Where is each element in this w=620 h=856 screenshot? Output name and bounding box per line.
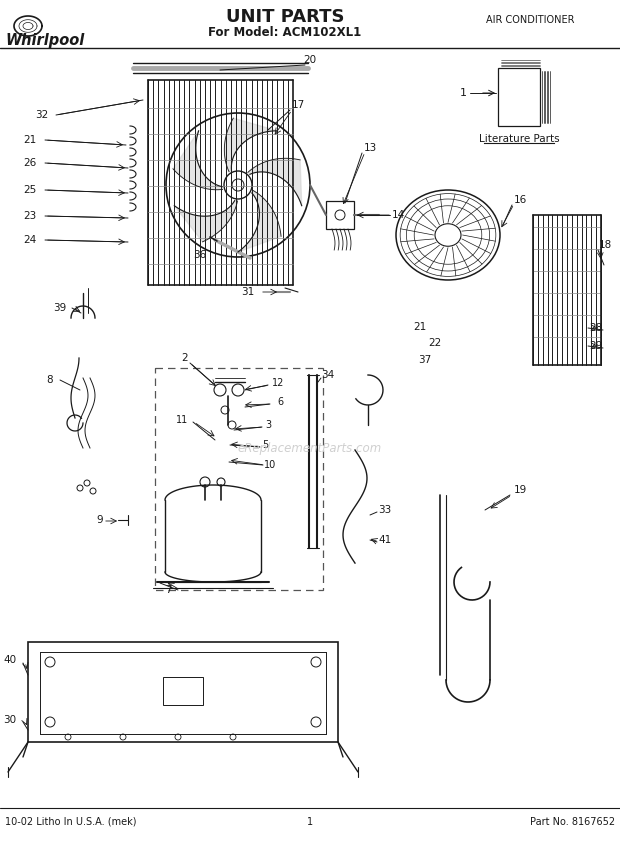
Text: 29: 29: [590, 341, 603, 351]
Text: 31: 31: [241, 287, 255, 297]
Text: Literature Parts: Literature Parts: [479, 134, 559, 144]
Text: 14: 14: [391, 210, 405, 220]
Text: 39: 39: [53, 303, 66, 313]
Text: 2: 2: [182, 353, 188, 363]
Text: 23: 23: [24, 211, 37, 221]
Text: 37: 37: [418, 355, 432, 365]
Text: 11: 11: [176, 415, 188, 425]
Text: 21: 21: [24, 135, 37, 145]
Text: 5: 5: [262, 440, 268, 450]
Text: 33: 33: [378, 505, 392, 515]
Text: 25: 25: [24, 185, 37, 195]
Text: 17: 17: [291, 100, 304, 110]
Text: 8: 8: [46, 375, 53, 385]
Polygon shape: [248, 158, 302, 205]
Text: 21: 21: [414, 322, 427, 332]
Text: 24: 24: [24, 235, 37, 245]
Text: 12: 12: [272, 378, 284, 388]
Text: Part No. 8167652: Part No. 8167652: [530, 817, 615, 827]
Text: 3: 3: [265, 420, 271, 430]
Text: 1: 1: [459, 88, 466, 98]
Text: 7: 7: [165, 585, 171, 595]
Bar: [163, 677, 203, 705]
Text: 41: 41: [378, 535, 392, 545]
Text: 16: 16: [513, 195, 526, 205]
Polygon shape: [238, 191, 281, 252]
Bar: [498, 68, 540, 126]
Text: 22: 22: [428, 338, 441, 348]
Polygon shape: [173, 131, 223, 190]
Text: 34: 34: [321, 370, 335, 380]
Text: 36: 36: [193, 250, 206, 260]
Text: 30: 30: [4, 715, 17, 725]
Text: 13: 13: [363, 143, 376, 153]
Text: 28: 28: [590, 323, 603, 333]
Text: eReplacementParts.com: eReplacementParts.com: [238, 442, 382, 455]
Text: 20: 20: [303, 55, 317, 65]
Polygon shape: [224, 118, 277, 172]
Text: 10-02 Litho In U.S.A. (mek): 10-02 Litho In U.S.A. (mek): [5, 817, 136, 827]
Text: 10: 10: [264, 460, 276, 470]
Text: For Model: ACM102XL1: For Model: ACM102XL1: [208, 26, 361, 39]
Text: UNIT PARTS: UNIT PARTS: [226, 8, 344, 26]
Text: 18: 18: [598, 240, 611, 250]
Bar: [155, 368, 323, 590]
Text: 32: 32: [35, 110, 48, 120]
Bar: [326, 201, 354, 229]
Text: 6: 6: [277, 397, 283, 407]
Polygon shape: [174, 200, 237, 241]
Text: 19: 19: [513, 485, 526, 495]
Text: 1: 1: [307, 817, 313, 827]
Text: 40: 40: [4, 655, 17, 665]
Text: Whirlpool: Whirlpool: [5, 33, 84, 47]
Bar: [28, 642, 338, 742]
Text: 9: 9: [97, 515, 104, 525]
Text: AIR CONDITIONER: AIR CONDITIONER: [487, 15, 575, 25]
Text: 26: 26: [24, 158, 37, 168]
